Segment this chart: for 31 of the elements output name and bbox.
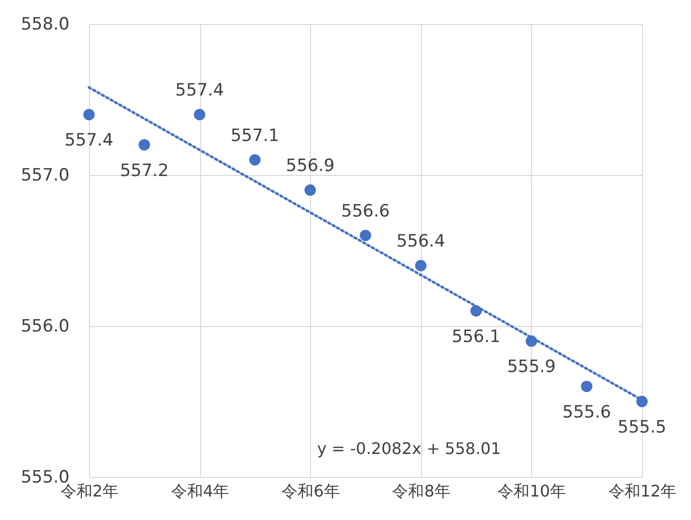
data-label: 557.4 xyxy=(64,130,114,151)
point xyxy=(194,108,206,120)
x-tick-label: 令和12年 xyxy=(608,482,677,500)
x-tick-label: 令和10年 xyxy=(498,482,566,500)
data-label: 557.1 xyxy=(230,126,280,146)
annotation: y = -0.2082x + 558.01 xyxy=(317,439,501,458)
point xyxy=(138,139,150,150)
point xyxy=(249,154,261,166)
point xyxy=(83,108,95,120)
data-label: 555.6 xyxy=(562,402,612,422)
point xyxy=(415,260,426,272)
data-label: 555.5 xyxy=(618,418,666,438)
x-tick-label: 令和6年 xyxy=(282,482,340,500)
data-label: 556.6 xyxy=(341,201,390,222)
y-tick-label: 557.0 xyxy=(20,166,70,186)
y-tick-label: 558.0 xyxy=(20,14,70,34)
point xyxy=(470,305,482,317)
x-tick-label: 令和4年 xyxy=(171,482,230,500)
point xyxy=(581,380,592,392)
data-label: 557.4 xyxy=(175,80,224,101)
y-tick-label: 556.0 xyxy=(20,316,70,336)
point xyxy=(526,335,538,347)
data-label: 555.9 xyxy=(507,357,556,378)
data-label: 556.9 xyxy=(286,156,335,176)
data-label: 557.2 xyxy=(120,160,169,181)
data-label: 556.4 xyxy=(396,232,446,252)
point xyxy=(636,396,648,408)
point xyxy=(304,184,316,196)
x-tick-label: 令和8年 xyxy=(392,482,450,500)
point xyxy=(360,230,372,242)
data-label: 556.1 xyxy=(452,326,500,347)
